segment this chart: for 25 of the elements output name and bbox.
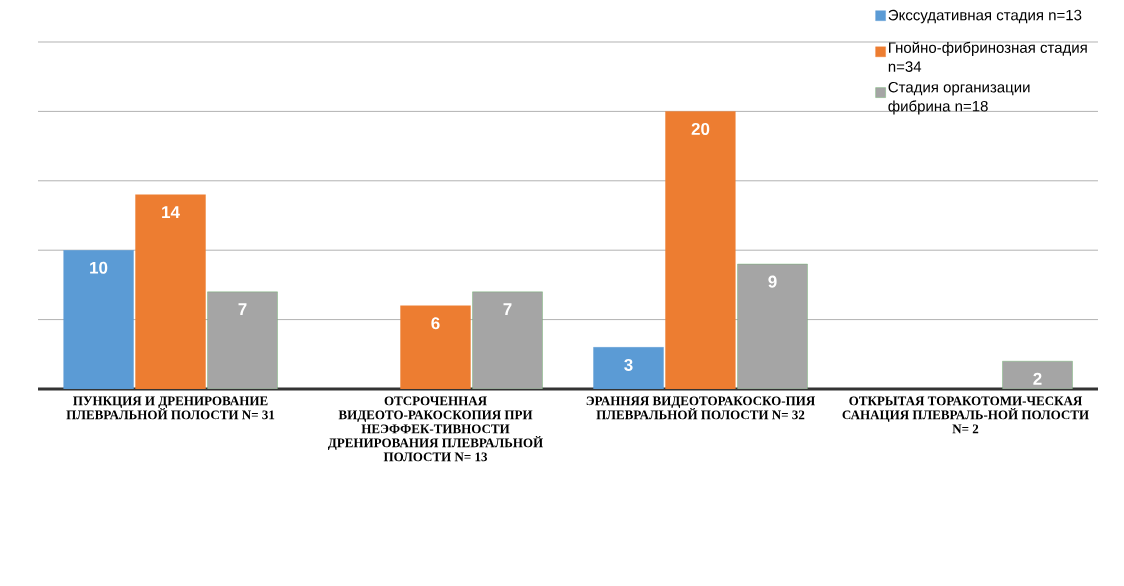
data-label: 2 — [1033, 372, 1042, 385]
legend-label: Стадия организации фибрина n=18 — [888, 81, 1030, 115]
bar — [1002, 361, 1073, 389]
bar — [665, 111, 736, 389]
legend-label: Гнойно-фибринозная стадия n=34 — [888, 41, 1087, 72]
bar — [593, 347, 664, 389]
bar — [472, 291, 543, 389]
data-label: 10 — [90, 261, 108, 274]
x-tick-label: ОТСРОЧЕННАЯ ВИДЕОТО-РАКОСКОПИЯ ПРИ НЕЭФФЕК-ТИВНОСТИ ДРЕНИРОВАНИЯ ПЛЕВРАЛЬНОЙ ПОЛОСТИ N= 13 — [327, 396, 543, 462]
data-label: 7 — [503, 303, 512, 316]
x-tick-label: ОТКРЫТАЯ ТОРАКОТОМИ-ЧЕСКАЯ САНАЦИЯ ПЛЕВРАЛЬ-НОЙ ПОЛОСТИ N= 2 — [842, 396, 1089, 434]
data-label: 14 — [162, 206, 180, 218]
bar — [63, 249, 134, 389]
data-label: 6 — [431, 317, 440, 330]
data-label: 3 — [624, 358, 633, 371]
bar — [207, 291, 278, 389]
legend-label: Экссудативная стадия n=13 — [888, 9, 1082, 24]
bar — [737, 263, 808, 389]
data-label: 7 — [238, 303, 247, 316]
data-label: 20 — [691, 122, 710, 135]
bar — [400, 305, 471, 389]
x-tick-label: ЭРАННЯЯ ВИДЕОТОРАКОСКО-ПИЯ ПЛЕВРАЛЬНОЙ ПОЛОСТИ N= 32 — [586, 396, 816, 420]
data-label: 9 — [768, 275, 777, 288]
x-tick-label: ПУНКЦИЯ И ДРЕНИРОВАНИЕ ПЛЕВРАЛЬНОЙ ПОЛОСТИ N= 31 — [66, 396, 275, 420]
bar — [135, 194, 206, 389]
